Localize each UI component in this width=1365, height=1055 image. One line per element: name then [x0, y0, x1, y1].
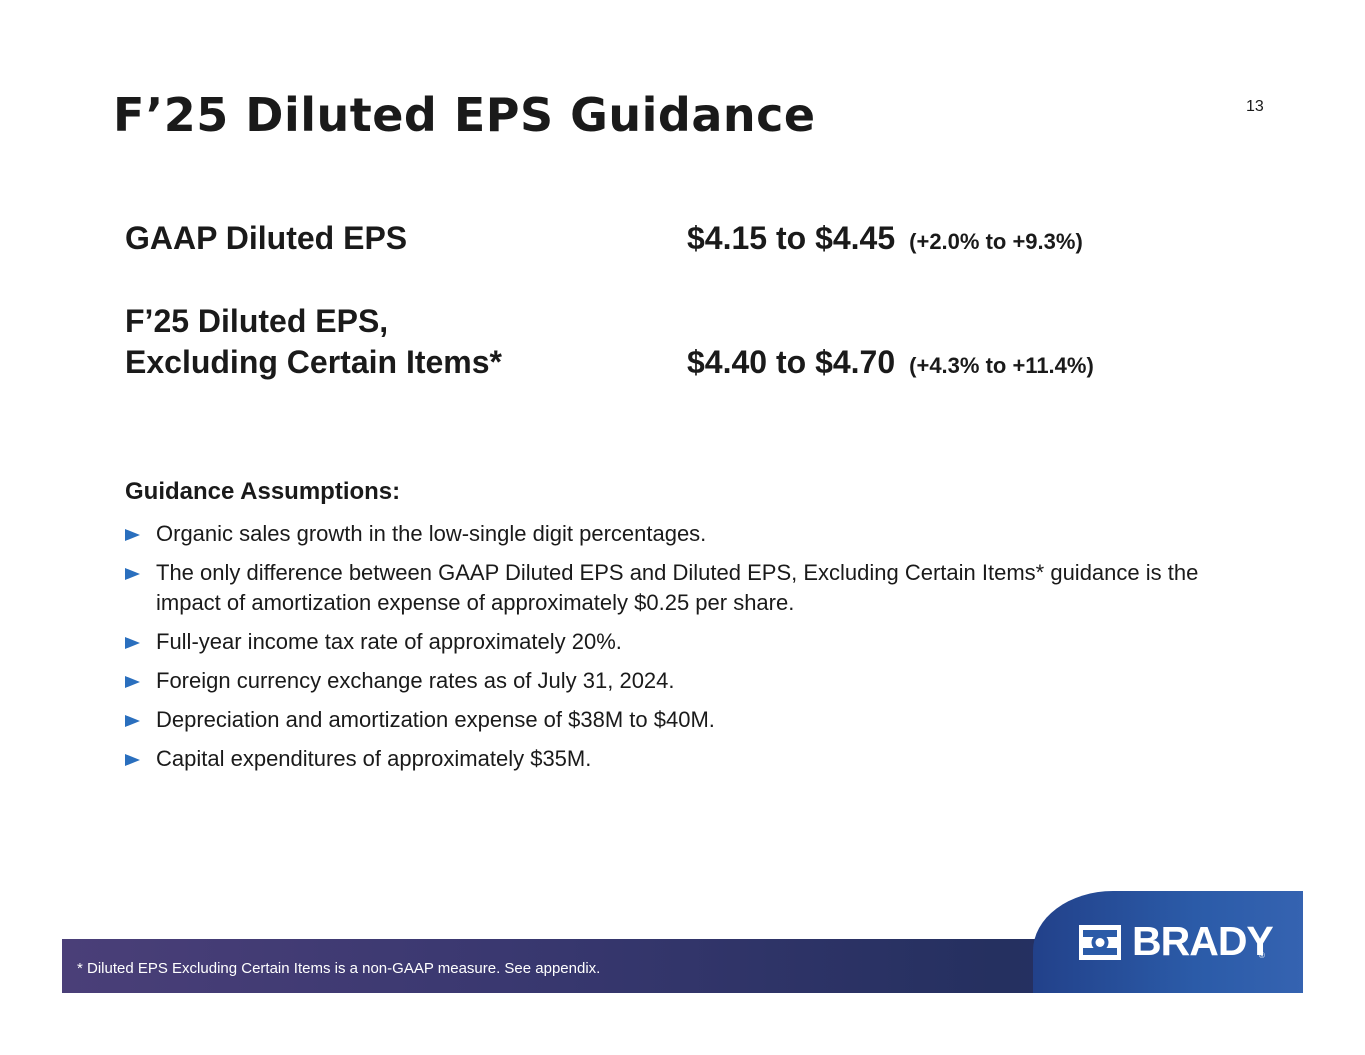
adjusted-eps-value: $4.40 to $4.70 [687, 344, 896, 380]
triangle-right-icon [125, 715, 140, 727]
adjusted-eps-change: (+4.3% to +11.4%) [909, 353, 1094, 378]
list-item: Capital expenditures of approximately $3… [123, 744, 1253, 774]
list-item-text: Organic sales growth in the low-single d… [156, 521, 707, 546]
logo-tab [1033, 891, 1303, 993]
triangle-right-icon [125, 754, 140, 766]
gaap-eps-value-row: $4.15 to $4.45 (+2.0% to +9.3%) [687, 218, 1083, 262]
assumptions-list: Organic sales growth in the low-single d… [123, 519, 1253, 783]
list-item-text: The only difference between GAAP Diluted… [156, 560, 1199, 615]
triangle-right-icon [125, 568, 140, 580]
page-number: 13 [1246, 98, 1264, 115]
list-item: Depreciation and amortization expense of… [123, 705, 1253, 735]
gaap-eps-label: GAAP Diluted EPS [125, 220, 408, 256]
list-item-text: Foreign currency exchange rates as of Ju… [156, 668, 675, 693]
list-item: The only difference between GAAP Diluted… [123, 558, 1253, 618]
footnote: * Diluted EPS Excluding Certain Items is… [77, 960, 601, 977]
assumptions-heading: Guidance Assumptions: [125, 478, 401, 505]
page-title: F’25 Diluted EPS Guidance [113, 88, 816, 142]
adjusted-eps-label-line1: F’25 Diluted EPS, [125, 303, 389, 339]
triangle-right-icon [125, 529, 140, 541]
list-item: Foreign currency exchange rates as of Ju… [123, 666, 1253, 696]
adjusted-eps-value-row: $4.40 to $4.70 (+4.3% to +11.4%) [687, 342, 1094, 386]
registered-mark: ® [1259, 951, 1265, 960]
gaap-eps-change: (+2.0% to +9.3%) [909, 229, 1083, 254]
list-item-text: Depreciation and amortization expense of… [156, 707, 715, 732]
triangle-right-icon [125, 637, 140, 649]
list-item-text: Full-year income tax rate of approximate… [156, 629, 622, 654]
brady-logo-icon [1079, 925, 1121, 960]
list-item-text: Capital expenditures of approximately $3… [156, 746, 592, 771]
list-item: Full-year income tax rate of approximate… [123, 627, 1253, 657]
gaap-eps-value: $4.15 to $4.45 [687, 220, 896, 256]
list-item: Organic sales growth in the low-single d… [123, 519, 1253, 549]
triangle-right-icon [125, 676, 140, 688]
adjusted-eps-label-line2: Excluding Certain Items* [125, 344, 502, 380]
brady-logo-text: BRADY [1132, 918, 1274, 964]
